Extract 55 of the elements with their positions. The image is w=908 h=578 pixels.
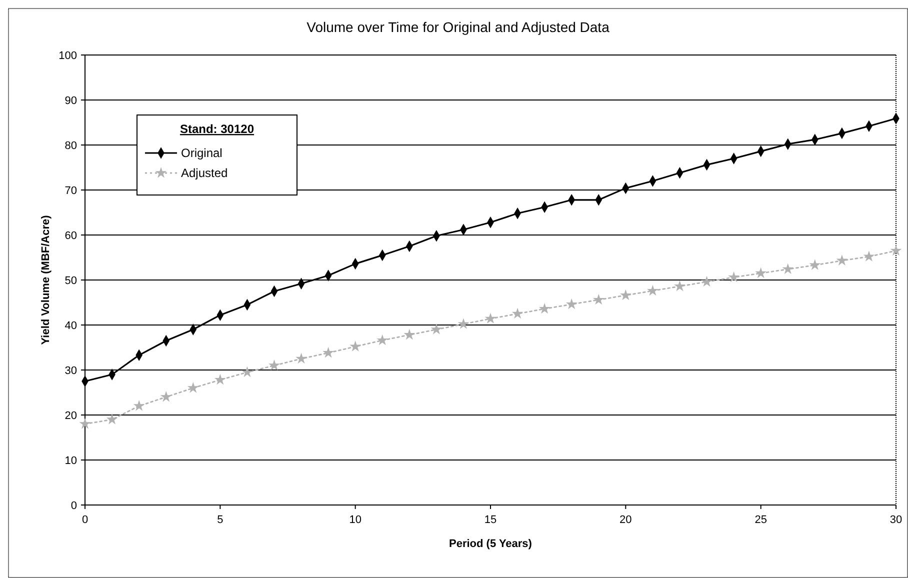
y-tick-label: 70 xyxy=(64,184,77,197)
point xyxy=(863,250,875,262)
point xyxy=(836,254,848,266)
point xyxy=(782,263,794,274)
point xyxy=(296,352,307,364)
point xyxy=(187,382,199,393)
point xyxy=(404,328,416,340)
point xyxy=(430,324,442,334)
x-tick-label: 30 xyxy=(890,514,902,526)
x-tick-label: 15 xyxy=(484,514,497,526)
y-tick-label: 90 xyxy=(64,94,77,107)
y-tick-label: 10 xyxy=(64,454,77,467)
legend-title: Stand: 30120 xyxy=(180,122,254,136)
chart-title: Volume over Time for Original and Adjusted Data xyxy=(306,19,610,35)
point xyxy=(160,391,172,402)
y-tick-label: 20 xyxy=(64,410,77,422)
x-tick-label: 0 xyxy=(82,514,88,526)
legend-label: Original xyxy=(181,146,222,160)
point xyxy=(484,312,496,324)
legend-label: Adjusted xyxy=(181,166,228,180)
point xyxy=(620,289,632,300)
y-tick-label: 0 xyxy=(70,500,77,512)
point xyxy=(322,346,334,358)
point xyxy=(755,267,767,278)
y-tick-label: 50 xyxy=(64,274,77,287)
point xyxy=(350,340,362,352)
point xyxy=(592,294,604,305)
point xyxy=(809,259,821,270)
y-tick-label: 100 xyxy=(58,50,77,62)
x-tick-label: 5 xyxy=(217,514,224,526)
x-axis-title: Period (5 Years) xyxy=(449,538,532,550)
point xyxy=(79,418,91,429)
point xyxy=(512,308,524,319)
point xyxy=(376,334,388,346)
x-tick-label: 20 xyxy=(620,514,632,526)
y-tick-label: 60 xyxy=(64,230,77,242)
point xyxy=(674,280,686,292)
point xyxy=(890,244,902,256)
y-tick-label: 40 xyxy=(64,320,77,332)
point xyxy=(701,276,712,287)
y-axis-title: Yield Volume (MBF/Acre) xyxy=(40,214,52,345)
point xyxy=(538,302,550,314)
point xyxy=(458,318,470,329)
y-tick-label: 80 xyxy=(64,140,77,152)
point xyxy=(728,271,740,282)
point xyxy=(133,400,145,411)
point xyxy=(242,366,253,378)
point xyxy=(214,374,226,385)
point xyxy=(566,298,578,310)
y-tick-label: 30 xyxy=(64,364,77,377)
x-tick-label: 25 xyxy=(754,514,767,526)
point xyxy=(106,414,118,424)
x-tick-label: 10 xyxy=(349,514,362,526)
point xyxy=(268,360,280,370)
point xyxy=(647,284,658,296)
